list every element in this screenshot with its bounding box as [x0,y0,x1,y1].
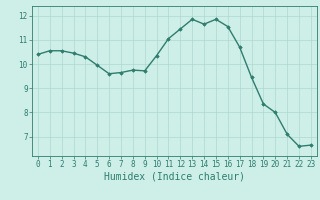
X-axis label: Humidex (Indice chaleur): Humidex (Indice chaleur) [104,172,245,182]
